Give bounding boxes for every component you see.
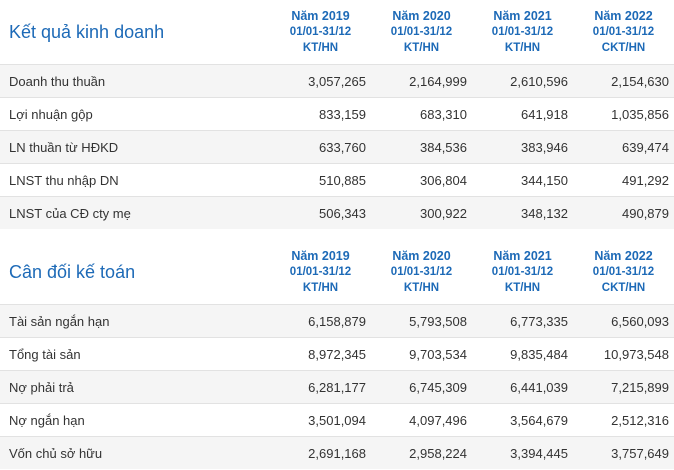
cell-value: 491,292	[573, 163, 674, 197]
year-label: Năm 2020	[392, 9, 451, 23]
year-label: Năm 2019	[291, 9, 350, 23]
report-type-label: KT/HN	[302, 282, 339, 294]
year-column-header[interactable]: Năm 2021 01/01-31/12 KT/HN	[472, 240, 573, 305]
cell-value: 833,159	[270, 97, 371, 131]
row-label: Lợi nhuận gộp	[0, 97, 270, 131]
year-column-header[interactable]: Năm 2019 01/01-31/12 KT/HN	[270, 0, 371, 65]
cell-value: 3,564,679	[472, 403, 573, 437]
cell-value: 2,691,168	[270, 436, 371, 469]
report-type-label: KT/HN	[403, 42, 440, 54]
report-type-label: CKT/HN	[601, 282, 646, 294]
year-label: Năm 2022	[594, 249, 653, 263]
cell-value: 510,885	[270, 163, 371, 197]
cell-value: 3,501,094	[270, 403, 371, 437]
cell-value: 683,310	[371, 97, 472, 131]
report-type-label: KT/HN	[504, 42, 541, 54]
cell-value: 6,281,177	[270, 370, 371, 404]
cell-value: 300,922	[371, 196, 472, 229]
row-label: Nợ ngắn hạn	[0, 403, 270, 437]
row-label: Nợ phải trả	[0, 370, 270, 404]
cell-value: 5,793,508	[371, 304, 472, 338]
table-row[interactable]: Tổng tài sản 8,972,345 9,703,534 9,835,4…	[0, 337, 674, 371]
table-row[interactable]: LNST thu nhập DN 510,885 306,804 344,150…	[0, 163, 674, 197]
year-label: Năm 2020	[392, 249, 451, 263]
year-column-header[interactable]: Năm 2019 01/01-31/12 KT/HN	[270, 240, 371, 305]
cell-value: 9,703,534	[371, 337, 472, 371]
cell-value: 306,804	[371, 163, 472, 197]
table-row[interactable]: LNST của CĐ cty mẹ 506,343 300,922 348,1…	[0, 196, 674, 229]
period-label: 01/01-31/12	[390, 26, 453, 38]
cell-value: 2,164,999	[371, 64, 472, 98]
table-row[interactable]: Vốn chủ sở hữu 2,691,168 2,958,224 3,394…	[0, 436, 674, 469]
cell-value: 3,057,265	[270, 64, 371, 98]
period-label: 01/01-31/12	[491, 266, 554, 278]
table-row[interactable]: Tài sản ngắn hạn 6,158,879 5,793,508 6,7…	[0, 304, 674, 338]
cell-value: 7,215,899	[573, 370, 674, 404]
cell-value: 383,946	[472, 130, 573, 164]
cell-value: 490,879	[573, 196, 674, 229]
cell-value: 3,757,649	[573, 436, 674, 469]
row-label: Tài sản ngắn hạn	[0, 304, 270, 338]
cell-value: 506,343	[270, 196, 371, 229]
cell-value: 4,097,496	[371, 403, 472, 437]
cell-value: 6,560,093	[573, 304, 674, 338]
cell-value: 641,918	[472, 97, 573, 131]
cell-value: 10,973,548	[573, 337, 674, 371]
cell-value: 6,773,335	[472, 304, 573, 338]
balance-sheet-table: Cân đối kế toán Năm 2019 01/01-31/12 KT/…	[0, 240, 674, 469]
year-label: Năm 2022	[594, 9, 653, 23]
cell-value: 348,132	[472, 196, 573, 229]
period-label: 01/01-31/12	[592, 266, 655, 278]
year-column-header[interactable]: Năm 2022 01/01-31/12 CKT/HN	[573, 0, 674, 65]
row-label: LN thuần từ HĐKD	[0, 130, 270, 164]
row-label: Vốn chủ sở hữu	[0, 436, 270, 469]
report-type-label: KT/HN	[403, 282, 440, 294]
cell-value: 633,760	[270, 130, 371, 164]
cell-value: 6,745,309	[371, 370, 472, 404]
row-label: Doanh thu thuần	[0, 64, 270, 98]
report-type-label: KT/HN	[504, 282, 541, 294]
cell-value: 6,158,879	[270, 304, 371, 338]
table-row[interactable]: Lợi nhuận gộp 833,159 683,310 641,918 1,…	[0, 97, 674, 131]
table-header-row: Kết quả kinh doanh Năm 2019 01/01-31/12 …	[0, 0, 674, 65]
table-row[interactable]: Doanh thu thuần 3,057,265 2,164,999 2,61…	[0, 64, 674, 98]
table-header-row: Cân đối kế toán Năm 2019 01/01-31/12 KT/…	[0, 240, 674, 305]
cell-value: 6,441,039	[472, 370, 573, 404]
year-label: Năm 2021	[493, 249, 552, 263]
year-label: Năm 2021	[493, 9, 552, 23]
year-label: Năm 2019	[291, 249, 350, 263]
cell-value: 2,512,316	[573, 403, 674, 437]
table-row[interactable]: LN thuần từ HĐKD 633,760 384,536 383,946…	[0, 130, 674, 164]
year-column-header[interactable]: Năm 2020 01/01-31/12 KT/HN	[371, 0, 472, 65]
year-column-header[interactable]: Năm 2020 01/01-31/12 KT/HN	[371, 240, 472, 305]
income-statement-table: Kết quả kinh doanh Năm 2019 01/01-31/12 …	[0, 0, 674, 229]
period-label: 01/01-31/12	[491, 26, 554, 38]
cell-value: 344,150	[472, 163, 573, 197]
cell-value: 1,035,856	[573, 97, 674, 131]
cell-value: 3,394,445	[472, 436, 573, 469]
section-title: Kết quả kinh doanh	[9, 21, 165, 42]
period-label: 01/01-31/12	[592, 26, 655, 38]
cell-value: 2,154,630	[573, 64, 674, 98]
period-label: 01/01-31/12	[289, 266, 352, 278]
table-row[interactable]: Nợ ngắn hạn 3,501,094 4,097,496 3,564,67…	[0, 403, 674, 437]
row-label: Tổng tài sản	[0, 337, 270, 371]
cell-value: 384,536	[371, 130, 472, 164]
cell-value: 8,972,345	[270, 337, 371, 371]
table-row[interactable]: Nợ phải trả 6,281,177 6,745,309 6,441,03…	[0, 370, 674, 404]
year-column-header[interactable]: Năm 2022 01/01-31/12 CKT/HN	[573, 240, 674, 305]
row-label: LNST của CĐ cty mẹ	[0, 196, 270, 229]
row-label: LNST thu nhập DN	[0, 163, 270, 197]
cell-value: 9,835,484	[472, 337, 573, 371]
cell-value: 639,474	[573, 130, 674, 164]
year-column-header[interactable]: Năm 2021 01/01-31/12 KT/HN	[472, 0, 573, 65]
cell-value: 2,958,224	[371, 436, 472, 469]
period-label: 01/01-31/12	[289, 26, 352, 38]
cell-value: 2,610,596	[472, 64, 573, 98]
period-label: 01/01-31/12	[390, 266, 453, 278]
report-type-label: KT/HN	[302, 42, 339, 54]
section-title: Cân đối kế toán	[9, 261, 136, 282]
report-type-label: CKT/HN	[601, 42, 646, 54]
